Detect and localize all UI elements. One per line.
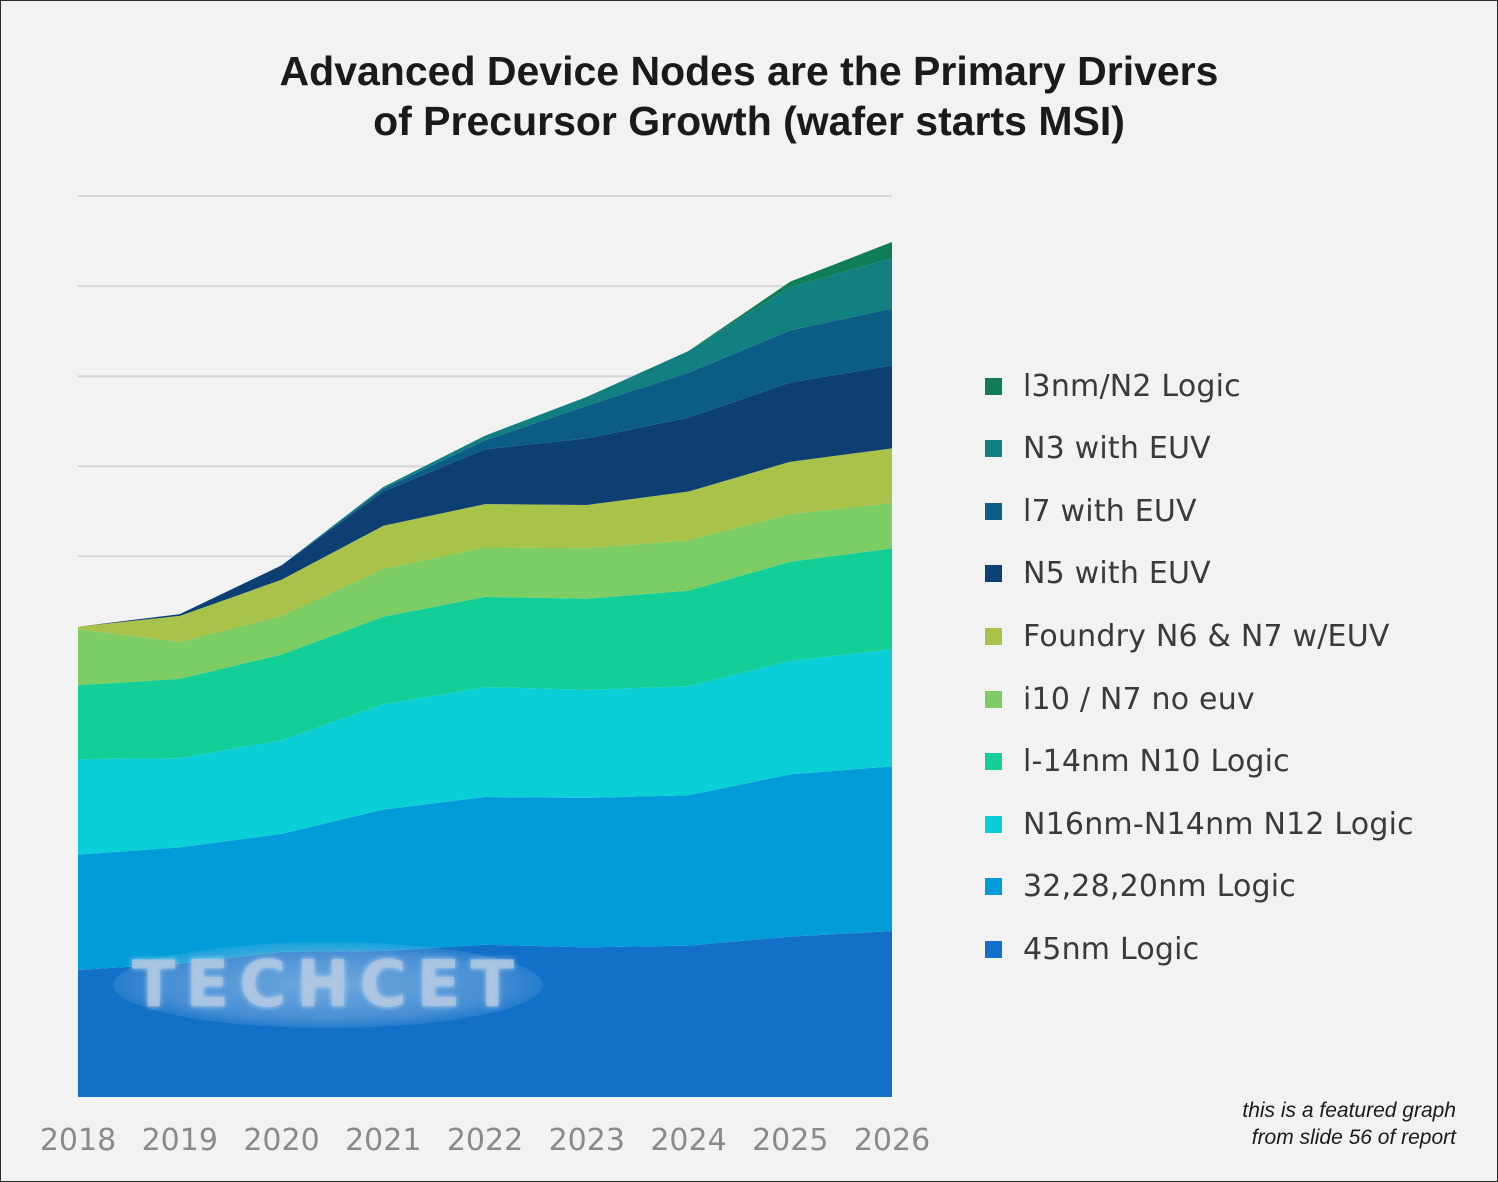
x-tick-label-2018: 2018 [40, 1123, 116, 1158]
legend-item-i10-n7-no-euv: i10 / N7 no euv [985, 679, 1255, 719]
legend-item-32-28-20nm-logic: 32,28,20nm Logic [985, 867, 1296, 907]
source-note-line-1: this is a featured graph [1242, 1099, 1456, 1122]
area-l-14nm-n10-logic [78, 548, 892, 760]
area-i10-n7-no-euv [78, 503, 892, 686]
x-tick-label-2021: 2021 [345, 1123, 421, 1158]
legend-label: l3nm/N2 Logic [1023, 368, 1241, 404]
legend-label: N3 with EUV [1023, 431, 1211, 467]
x-tick-label-2019: 2019 [142, 1123, 218, 1158]
legend-swatch [985, 690, 1002, 708]
chart-title: Advanced Device Nodes are the Primary Dr… [0, 46, 1498, 146]
chart-legend: l3nm/N2 Logic N3 with EUV l7 with EUV N5 wi… [985, 0, 1495, 1182]
area-series [78, 242, 892, 1097]
legend-swatch [985, 440, 1002, 458]
source-note: this is a featured graph from slide 56 o… [1036, 1097, 1456, 1151]
legend-label: Foundry N6 & N7 w/EUV [1023, 618, 1390, 654]
area-n3-with-euv [78, 258, 892, 627]
x-tick-label-2026: 2026 [854, 1123, 930, 1158]
legend-label: l7 with EUV [1023, 493, 1197, 529]
legend-swatch [985, 627, 1002, 645]
legend-label: l-14nm N10 Logic [1023, 744, 1290, 780]
legend-item-n3-with-euv: N3 with EUV [985, 429, 1211, 469]
legend-swatch [985, 377, 1002, 395]
legend-item-n16nm-n14nm-n12-logic: N16nm-N14nm N12 Logic [985, 804, 1414, 844]
legend-label: N16nm-N14nm N12 Logic [1023, 806, 1414, 842]
legend-label: N5 with EUV [1023, 556, 1211, 592]
legend-item-foundry-n6-n7-w-euv: Foundry N6 & N7 w/EUV [985, 616, 1390, 656]
x-axis-ticks: 2018 2019 2020 2021 2022 2023 2024 2025 2026 [40, 1123, 930, 1158]
legend-swatch [985, 878, 1002, 896]
chart-title-line-1: Advanced Device Nodes are the Primary Dr… [279, 48, 1219, 94]
x-tick-label-2025: 2025 [752, 1123, 828, 1158]
watermark-text: TECHCET [131, 948, 525, 1022]
area-l7-with-euv [78, 308, 892, 627]
legend-item-l3nm-n2-logic: l3nm/N2 Logic [985, 366, 1241, 406]
source-note-line-2: from slide 56 of report [1251, 1126, 1456, 1149]
legend-label: 32,28,20nm Logic [1023, 869, 1296, 905]
legend-item-l7-with-euv: l7 with EUV [985, 491, 1197, 531]
area-32-28-20nm-logic [78, 766, 892, 970]
legend-swatch [985, 940, 1002, 958]
x-tick-label-2024: 2024 [650, 1123, 726, 1158]
area-n16nm-n14nm-n12-logic [78, 649, 892, 855]
legend-label: i10 / N7 no euv [1023, 681, 1255, 717]
legend-swatch [985, 815, 1002, 833]
legend-label: 45nm Logic [1023, 931, 1200, 967]
legend-swatch [985, 502, 1002, 520]
techcet-watermark: TECHCET [113, 942, 543, 1028]
legend-item-n5-with-euv: N5 with EUV [985, 554, 1211, 594]
area-foundry-n6-n7-w-euv [78, 448, 892, 642]
x-tick-label-2023: 2023 [549, 1123, 625, 1158]
legend-item-l-14nm-n10-logic: l-14nm N10 Logic [985, 742, 1290, 782]
area-l3nm-n2-logic [78, 242, 892, 627]
legend-swatch [985, 565, 1002, 583]
legend-swatch [985, 753, 1002, 771]
legend-item-45nm-logic: 45nm Logic [985, 929, 1199, 969]
chart-title-line-2: of Precursor Growth (wafer starts MSI) [373, 98, 1125, 144]
x-tick-label-2022: 2022 [447, 1123, 523, 1158]
x-tick-label-2020: 2020 [243, 1123, 319, 1158]
area-n5-with-euv [78, 365, 892, 627]
